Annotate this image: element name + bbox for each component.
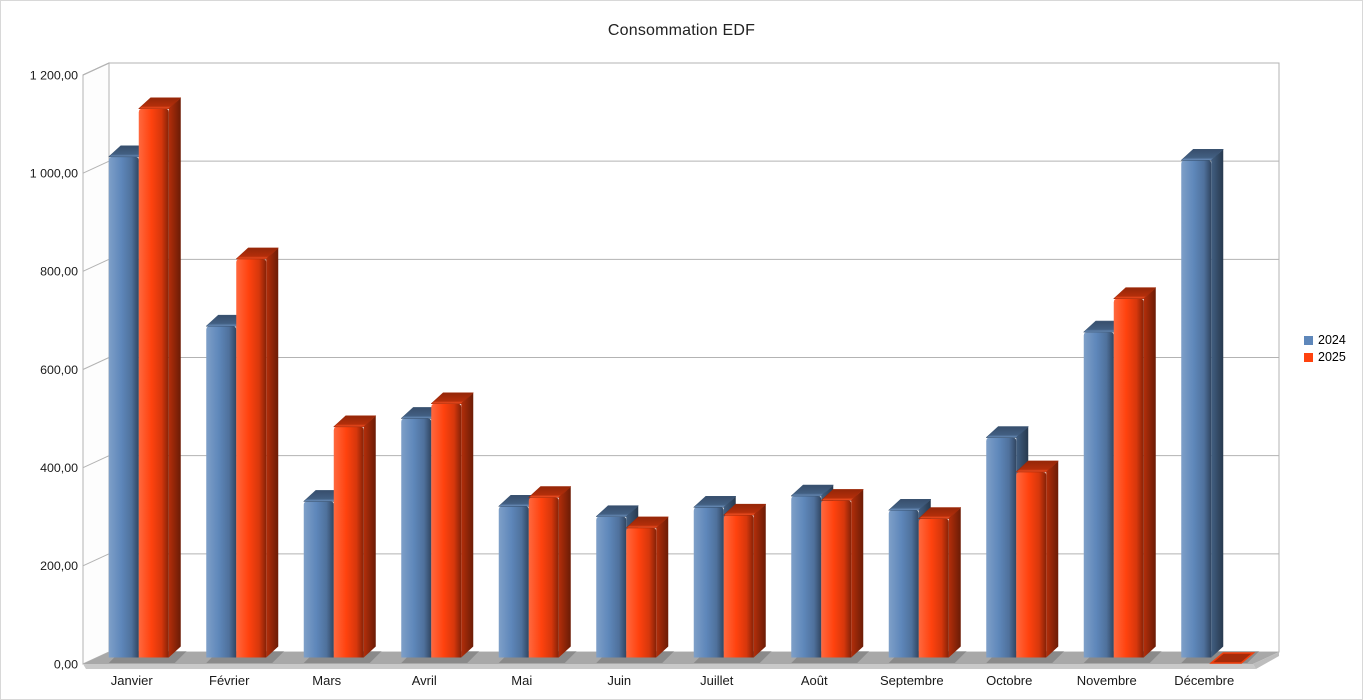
- bar-2024-mai: [498, 506, 529, 658]
- gridline-side-800: [82, 258, 110, 272]
- y-axis-tick-200: 200,00: [40, 559, 78, 573]
- chart-floor-bevel: [1253, 652, 1279, 669]
- y-axis-tick-800: 800,00: [40, 265, 78, 279]
- y-axis-tick-1200: 1 200,00: [30, 68, 78, 82]
- y-axis-tick-0: 0,00: [54, 657, 78, 671]
- x-axis-label-octobre: Octobre: [986, 673, 1032, 688]
- x-axis-label-septembre: Septembre: [880, 673, 944, 688]
- bar-2025-mars: [333, 426, 364, 658]
- gridline-side-400: [82, 455, 110, 469]
- bar-2025-octobre-top: [1015, 460, 1059, 473]
- gridline-side-1000: [82, 160, 110, 174]
- bar-2025-juillet-top: [723, 503, 767, 516]
- bar-2024-janvier: [108, 156, 139, 658]
- legend-swatch-2024-icon: [1304, 335, 1313, 345]
- bar-2025-novembre-top: [1113, 287, 1157, 300]
- bar-2025-septembre-top: [918, 507, 962, 519]
- x-axis-label-juin: Juin: [607, 673, 631, 688]
- bar-2025-octobre-side: [1046, 460, 1059, 658]
- bar-2024-novembre: [1083, 332, 1114, 658]
- depth-edge-top: [82, 62, 110, 76]
- bar-2025-novembre: [1113, 298, 1144, 658]
- bar-2025-decembre: [1209, 652, 1256, 664]
- bar-2025-juin-side: [656, 516, 669, 658]
- y-axis-tick-600: 600,00: [40, 363, 78, 377]
- x-axis-label-aout: Août: [801, 673, 828, 688]
- bar-2025-novembre-side: [1143, 287, 1156, 658]
- bar-2025-mai: [528, 497, 559, 658]
- y-axis-tick-1000: 1 000,00: [30, 166, 78, 180]
- chart-title: Consommation EDF: [607, 22, 756, 39]
- x-axis-label-janvier: Janvier: [111, 673, 154, 688]
- bar-2025-avril: [431, 403, 462, 658]
- x-axis-label-fevrier: Février: [209, 673, 250, 688]
- bar-2024-mars: [303, 501, 334, 658]
- bar-2025-octobre: [1016, 471, 1047, 658]
- bar-2025-septembre-side: [948, 507, 961, 658]
- bar-2025-mai-side: [558, 486, 571, 658]
- chart-floor: [83, 652, 1279, 664]
- x-axis-label-avril: Avril: [412, 673, 437, 688]
- x-axis-label-juillet: Juillet: [700, 673, 734, 688]
- legend-item-2025: 2025: [1304, 350, 1346, 364]
- bar-2025-mars-top: [333, 415, 377, 428]
- bar-2024-septembre-top: [888, 498, 932, 511]
- bar-2025-janvier-top: [138, 97, 182, 110]
- bar-2025-juin: [626, 527, 657, 658]
- bar-2025-aout-top: [820, 489, 864, 501]
- bar-2025-mars-side: [363, 415, 376, 658]
- chart-floor-front: [83, 664, 1256, 669]
- bar-2025-juin-top: [625, 516, 669, 529]
- bar-2024-juillet: [693, 507, 724, 658]
- bar-2025-avril-side: [461, 392, 474, 658]
- bar-2024-fevrier: [206, 326, 237, 658]
- legend: 2024 2025: [1304, 333, 1346, 364]
- bar-2025-aout-side: [851, 489, 864, 658]
- bar-2025-janvier: [138, 108, 169, 658]
- bar-2024-juin-top: [595, 505, 639, 517]
- bar-2025-aout: [821, 500, 852, 658]
- bar-2025-fevrier-side: [266, 247, 279, 658]
- bar-2025-fevrier-top: [235, 247, 279, 260]
- bar-2024-aout: [791, 496, 822, 658]
- y-axis-tick-400: 400,00: [40, 461, 78, 475]
- bar-2024-avril: [401, 418, 432, 658]
- x-axis-label-decembre: Décembre: [1174, 673, 1234, 688]
- bar-2025-janvier-side: [168, 97, 181, 658]
- bar-2025-septembre: [918, 518, 949, 658]
- bar-2024-juin: [596, 516, 627, 658]
- bar-2025-mai-top: [528, 486, 572, 498]
- bar-2025-juillet: [723, 515, 754, 658]
- legend-label-2025: 2025: [1318, 350, 1346, 364]
- bar-2025-avril-top: [430, 392, 474, 405]
- bar-2024-juillet-top: [693, 496, 737, 508]
- bar-2025-fevrier: [236, 258, 267, 658]
- legend-swatch-2025-icon: [1304, 352, 1313, 362]
- x-axis-label-mars: Mars: [312, 673, 341, 688]
- legend-item-2024: 2024: [1304, 333, 1346, 347]
- bar-2024-aout-top: [790, 484, 834, 497]
- bar-2024-decembre-side: [1211, 149, 1224, 658]
- x-axis-label-mai: Mai: [511, 673, 532, 688]
- bar-2024-decembre-top: [1180, 148, 1224, 161]
- x-axis-label-novembre: Novembre: [1077, 673, 1137, 688]
- gridline-side-600: [82, 357, 110, 370]
- bar-2025-juillet-side: [753, 504, 766, 658]
- bar-2024-septembre: [888, 510, 919, 658]
- legend-label-2024: 2024: [1318, 333, 1346, 347]
- bar-2024-octobre-top: [985, 426, 1029, 438]
- bar-2024-decembre: [1181, 160, 1212, 658]
- bar-2024-octobre: [986, 437, 1017, 658]
- gridline-side-200: [82, 553, 110, 567]
